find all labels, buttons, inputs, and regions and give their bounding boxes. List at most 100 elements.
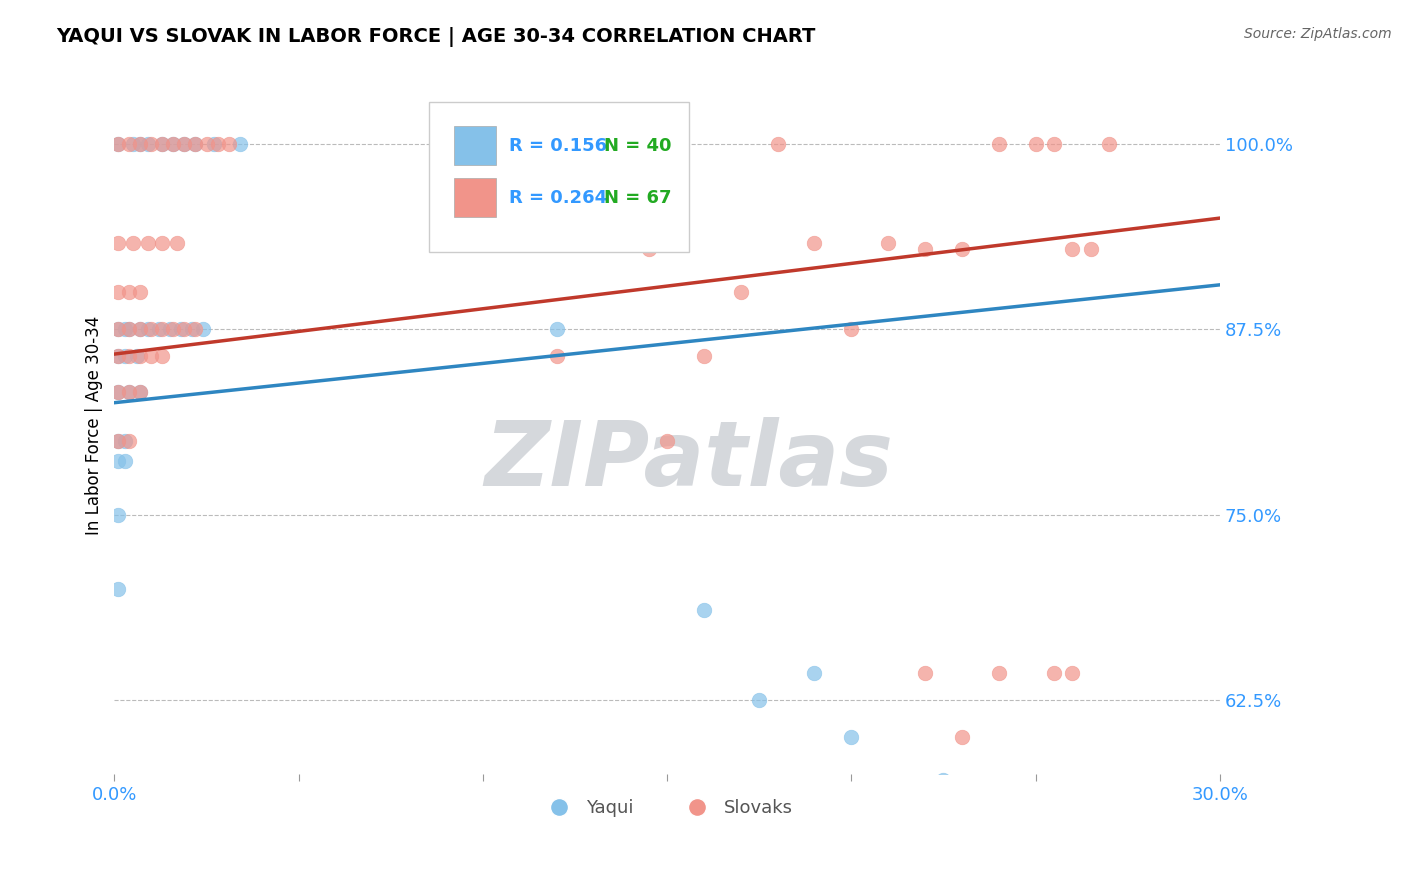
Point xyxy=(136,322,159,336)
Point xyxy=(1116,878,1139,892)
Point xyxy=(162,137,184,152)
Text: ZIPatlas: ZIPatlas xyxy=(485,417,894,505)
Point xyxy=(1043,812,1066,826)
Point xyxy=(118,285,141,300)
Point xyxy=(118,137,141,152)
Point xyxy=(803,236,825,251)
Bar xyxy=(454,178,496,217)
Point xyxy=(118,322,141,336)
Point xyxy=(195,137,218,152)
Text: N = 40: N = 40 xyxy=(605,136,672,154)
Point xyxy=(228,137,250,152)
Point xyxy=(107,349,129,363)
Point xyxy=(107,434,129,448)
Point xyxy=(693,602,716,616)
Point xyxy=(173,322,195,336)
Point xyxy=(987,666,1010,681)
Point xyxy=(129,137,152,152)
Point xyxy=(136,137,159,152)
Point xyxy=(1043,666,1066,681)
Point xyxy=(118,322,141,336)
Point xyxy=(1024,137,1046,152)
Point xyxy=(150,349,173,363)
Point xyxy=(1098,822,1121,836)
Point xyxy=(637,243,659,257)
Point xyxy=(471,137,494,152)
Point xyxy=(693,349,716,363)
Point xyxy=(107,236,129,251)
Point xyxy=(118,384,141,399)
Bar xyxy=(454,126,496,164)
Point xyxy=(107,137,129,152)
Point xyxy=(129,384,152,399)
Point xyxy=(202,137,225,152)
Point xyxy=(1080,243,1102,257)
Point xyxy=(839,322,862,336)
Point xyxy=(166,236,188,251)
Point xyxy=(1098,137,1121,152)
Point xyxy=(148,322,170,336)
Point xyxy=(107,137,129,152)
Point xyxy=(987,137,1010,152)
Text: R = 0.156: R = 0.156 xyxy=(509,136,607,154)
Point xyxy=(162,322,184,336)
Point xyxy=(141,137,163,152)
Point xyxy=(129,322,152,336)
Point xyxy=(766,137,789,152)
Point xyxy=(207,137,229,152)
Point xyxy=(170,322,193,336)
Point xyxy=(218,137,240,152)
Point xyxy=(107,508,129,522)
FancyBboxPatch shape xyxy=(429,102,689,252)
Text: R = 0.264: R = 0.264 xyxy=(509,189,607,207)
Point xyxy=(162,137,184,152)
Point xyxy=(107,384,129,399)
Point xyxy=(107,434,129,448)
Point xyxy=(125,349,148,363)
Point xyxy=(107,322,129,336)
Point xyxy=(114,454,136,468)
Point xyxy=(129,322,152,336)
Point xyxy=(141,322,163,336)
Point xyxy=(150,137,173,152)
Point xyxy=(184,322,207,336)
Point xyxy=(114,349,136,363)
Point xyxy=(932,773,955,788)
Point xyxy=(748,693,770,707)
Point xyxy=(107,454,129,468)
Point xyxy=(914,666,936,681)
Text: YAQUI VS SLOVAK IN LABOR FORCE | AGE 30-34 CORRELATION CHART: YAQUI VS SLOVAK IN LABOR FORCE | AGE 30-… xyxy=(56,27,815,46)
Point xyxy=(129,384,152,399)
Point xyxy=(184,137,207,152)
Point xyxy=(136,236,159,251)
Point xyxy=(1043,137,1066,152)
Point xyxy=(107,582,129,596)
Point xyxy=(129,285,152,300)
Point xyxy=(150,236,173,251)
Point xyxy=(803,666,825,681)
Point xyxy=(1062,243,1084,257)
Point xyxy=(730,285,752,300)
Point xyxy=(141,349,163,363)
Point xyxy=(107,349,129,363)
Point xyxy=(121,137,143,152)
Point xyxy=(173,137,195,152)
Point xyxy=(509,137,531,152)
Point xyxy=(150,137,173,152)
Point xyxy=(184,137,207,152)
Point xyxy=(118,384,141,399)
Point xyxy=(118,349,141,363)
Legend: Yaqui, Slovaks: Yaqui, Slovaks xyxy=(534,792,800,824)
Point xyxy=(180,322,202,336)
Point xyxy=(950,243,973,257)
Point xyxy=(107,384,129,399)
Text: N = 67: N = 67 xyxy=(605,189,672,207)
Point xyxy=(546,349,568,363)
Text: Source: ZipAtlas.com: Source: ZipAtlas.com xyxy=(1244,27,1392,41)
Point xyxy=(107,322,129,336)
Point xyxy=(114,434,136,448)
Point xyxy=(118,434,141,448)
Point xyxy=(546,322,568,336)
Point xyxy=(191,322,214,336)
Point xyxy=(121,236,143,251)
